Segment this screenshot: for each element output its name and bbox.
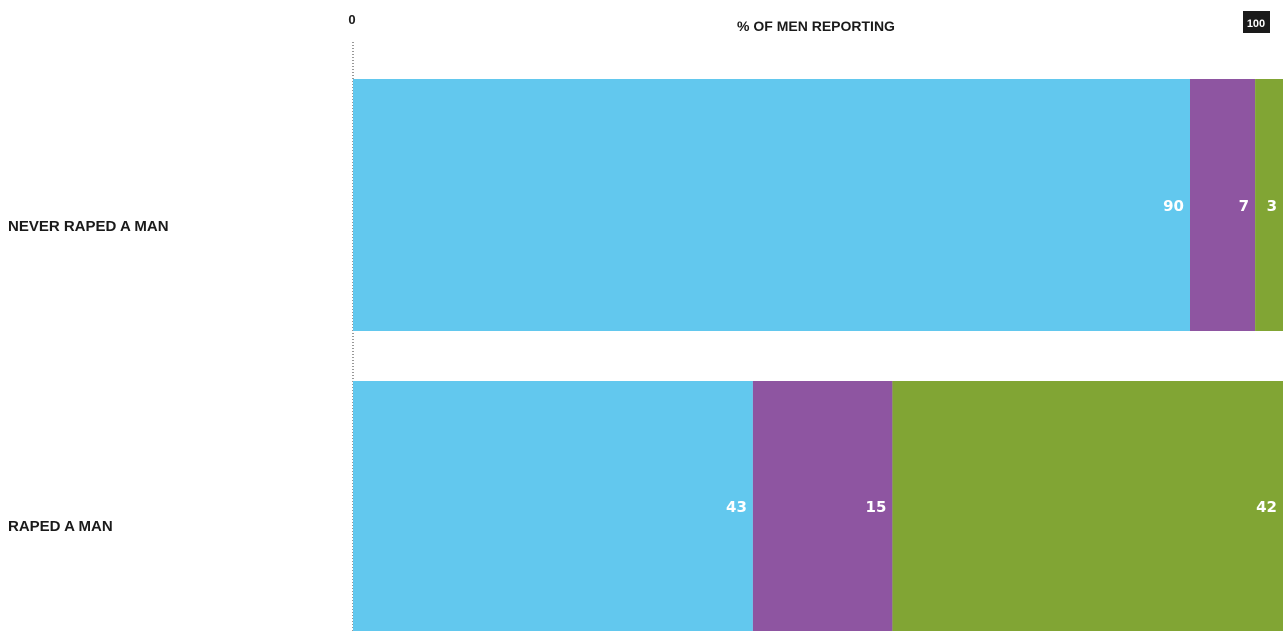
value-label: 7 — [1239, 197, 1249, 215]
bars-group: 90 7 3 43 15 42 — [353, 79, 1283, 631]
bar-segment — [353, 79, 1190, 331]
value-label: 3 — [1267, 197, 1277, 215]
value-label: 43 — [726, 498, 747, 516]
bar-segment — [752, 381, 893, 631]
category-labels: NEVER RAPED A MAN RAPED A MAN — [8, 218, 169, 535]
category-label: NEVER RAPED A MAN — [8, 218, 169, 235]
x-tick-max: 100 — [1247, 18, 1265, 30]
value-label: 90 — [1163, 197, 1184, 215]
bar-segment — [892, 381, 1283, 631]
value-label: 15 — [866, 498, 887, 516]
x-tick-max-badge — [1243, 11, 1270, 33]
category-label: RAPED A MAN — [8, 518, 113, 535]
chart-title: % OF MEN REPORTING — [737, 18, 895, 34]
bar-segment — [1190, 79, 1256, 331]
x-tick-min: 0 — [348, 12, 355, 27]
bar-segment — [353, 381, 753, 631]
bar-segment — [1255, 79, 1283, 331]
value-label: 42 — [1256, 498, 1277, 516]
